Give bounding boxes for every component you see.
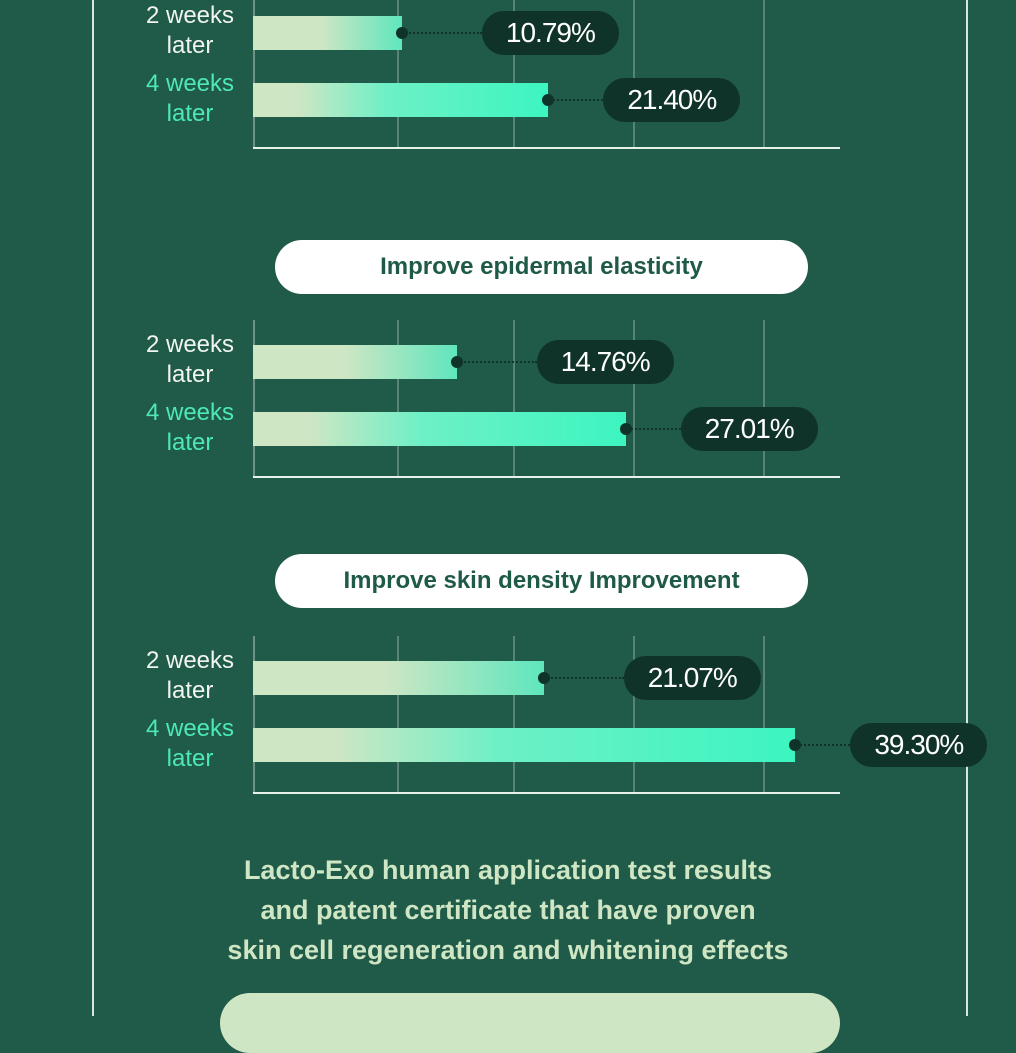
bar xyxy=(253,16,402,50)
gridline xyxy=(763,636,765,794)
chart-plot: 21.07% 39.30% xyxy=(253,636,988,794)
value-label: 14.76% xyxy=(536,340,674,384)
gridline xyxy=(633,636,635,794)
leader-line xyxy=(543,677,624,679)
bar xyxy=(253,412,626,446)
y-axis xyxy=(253,636,255,794)
leader-line xyxy=(401,32,482,34)
bar xyxy=(253,345,457,379)
x-axis xyxy=(253,147,840,149)
value-label: 10.79% xyxy=(481,11,619,55)
x-axis xyxy=(253,476,840,478)
category-label-4-weeks: 4 weeks later xyxy=(145,70,235,127)
caption-line: and patent certificate that have proven xyxy=(260,895,756,925)
value-label: 21.07% xyxy=(623,656,761,700)
gridline xyxy=(397,636,399,794)
gridline xyxy=(763,0,765,149)
category-label-2-weeks: 2 weeks later xyxy=(145,2,235,59)
gridline xyxy=(513,0,515,149)
caption: Lacto-Exo human application test results… xyxy=(150,850,866,970)
bar xyxy=(253,661,544,695)
gridline xyxy=(513,320,515,478)
bar xyxy=(253,83,549,117)
category-label-2-weeks: 2 weeks later xyxy=(145,331,235,388)
value-label: 27.01% xyxy=(680,407,818,451)
bottom-pill xyxy=(220,993,840,1053)
chart-title-pill: Improve skin density Improvement xyxy=(275,554,808,608)
y-axis xyxy=(253,320,255,478)
leader-line xyxy=(625,428,681,430)
gridline xyxy=(633,0,635,149)
leader-line xyxy=(795,744,851,746)
caption-line: Lacto-Exo human application test results xyxy=(243,855,773,885)
category-label-4-weeks: 4 weeks later xyxy=(145,715,235,772)
caption-line: skin cell regeneration and whitening eff… xyxy=(227,935,789,965)
chart-plot: 14.76% 27.01% xyxy=(253,320,840,478)
value-label: 21.40% xyxy=(603,78,741,122)
value-label: 39.30% xyxy=(850,723,988,767)
leader-line xyxy=(456,361,537,363)
gridline xyxy=(763,320,765,478)
category-label-2-weeks: 2 weeks later xyxy=(145,647,235,704)
gridline xyxy=(513,636,515,794)
gridline xyxy=(397,320,399,478)
frame-left xyxy=(92,0,94,1016)
category-label-4-weeks: 4 weeks later xyxy=(145,399,235,456)
chart-title-pill: Improve epidermal elasticity xyxy=(275,240,808,294)
chart-plot: 10.79% 21.40% xyxy=(253,0,840,149)
bar xyxy=(253,728,796,762)
leader-line xyxy=(548,99,604,101)
gridline xyxy=(633,320,635,478)
gridline xyxy=(397,0,399,149)
y-axis xyxy=(253,0,255,149)
frame-right xyxy=(966,0,968,1016)
x-axis xyxy=(253,792,840,794)
